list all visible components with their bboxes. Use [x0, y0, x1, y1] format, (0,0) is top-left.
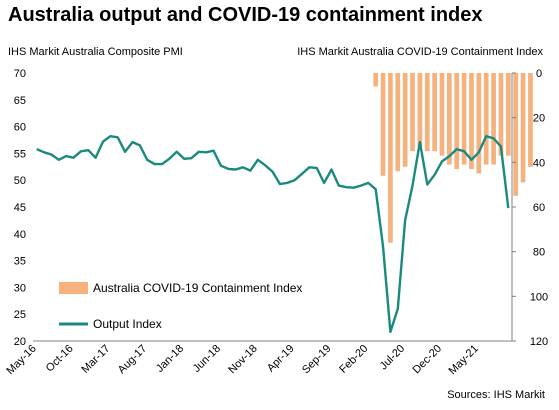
- left-axis-label: IHS Markit Australia Composite PMI: [8, 46, 183, 58]
- legend-label-containment: Australia COVID-19 Containment Index: [93, 281, 302, 295]
- containment-bar: [528, 73, 533, 167]
- left-tick-label: 55: [14, 148, 26, 160]
- x-tick-label: Jun-18: [191, 343, 223, 375]
- containment-bar: [388, 73, 393, 243]
- containment-bar: [491, 73, 496, 165]
- left-tick-label: 65: [14, 95, 26, 107]
- right-tick-label: 0: [536, 68, 542, 80]
- right-tick-label: 40: [533, 157, 545, 169]
- left-tick-label: 20: [14, 336, 26, 348]
- output-index-line: [36, 134, 510, 334]
- containment-bar: [461, 73, 467, 165]
- right-tick-label: 20: [533, 113, 545, 125]
- legend: Australia COVID-19 Containment Index Out…: [59, 281, 302, 331]
- containment-bar: [439, 73, 445, 156]
- x-tick-label: Jan-18: [154, 343, 186, 375]
- containment-bar: [373, 73, 379, 87]
- x-tick-label: May-21: [447, 343, 481, 377]
- x-tick-label: Oct-16: [44, 343, 76, 375]
- x-tick-label: Apr-19: [265, 343, 297, 375]
- right-axis-label: IHS Markit Australia COVID-19 Containmen…: [297, 46, 543, 58]
- right-tick-label: 120: [530, 336, 548, 348]
- containment-bar: [410, 73, 415, 152]
- x-tick-label: Mar-17: [79, 343, 112, 376]
- containment-bar: [505, 73, 511, 156]
- left-tick-label: 40: [14, 229, 26, 241]
- left-tick-label: 45: [14, 202, 26, 214]
- legend-label-output: Output Index: [93, 317, 162, 331]
- containment-bar: [424, 73, 430, 152]
- axes: 20 25 30 35 40 45 50 55 60 65 70 0 20 40 60 80 100 120 May…: [4, 68, 548, 377]
- left-tick-label: 70: [14, 68, 26, 80]
- left-tick-label: 25: [14, 309, 26, 321]
- containment-bar: [454, 73, 460, 170]
- x-tick-label: Dec-20: [411, 343, 445, 377]
- source-note: Sources: IHS Markit: [447, 389, 545, 401]
- containment-bar: [469, 73, 474, 170]
- left-tick-label: 30: [14, 282, 26, 294]
- containment-bar: [380, 73, 386, 176]
- containment-bar: [447, 73, 452, 165]
- x-tick-label: Jul-20: [378, 343, 408, 373]
- x-tick-label: Feb-20: [337, 343, 370, 376]
- right-tick-label: 60: [533, 202, 545, 214]
- containment-bar: [513, 73, 519, 196]
- output-line: [36, 134, 510, 334]
- x-tick-label: Nov-18: [226, 343, 260, 377]
- left-tick-label: 35: [14, 256, 26, 268]
- right-tick-label: 100: [530, 291, 548, 303]
- x-tick-label: Aug-17: [116, 343, 150, 377]
- x-tick-label: Sep-19: [300, 343, 334, 377]
- containment-bar: [498, 73, 504, 156]
- containment-bar: [402, 73, 408, 167]
- chart-title: Australia output and COVID-19 containmen…: [8, 4, 483, 26]
- left-tick-label: 60: [14, 122, 26, 134]
- containment-bar: [520, 73, 526, 183]
- right-tick-label: 80: [533, 247, 545, 259]
- containment-bars: [373, 73, 533, 243]
- containment-bar: [483, 73, 489, 165]
- containment-bar: [432, 73, 437, 152]
- containment-bar: [476, 73, 482, 174]
- containment-bar: [417, 73, 423, 147]
- left-tick-label: 50: [14, 175, 26, 187]
- containment-bar: [395, 73, 401, 172]
- legend-swatch-containment: [59, 282, 88, 294]
